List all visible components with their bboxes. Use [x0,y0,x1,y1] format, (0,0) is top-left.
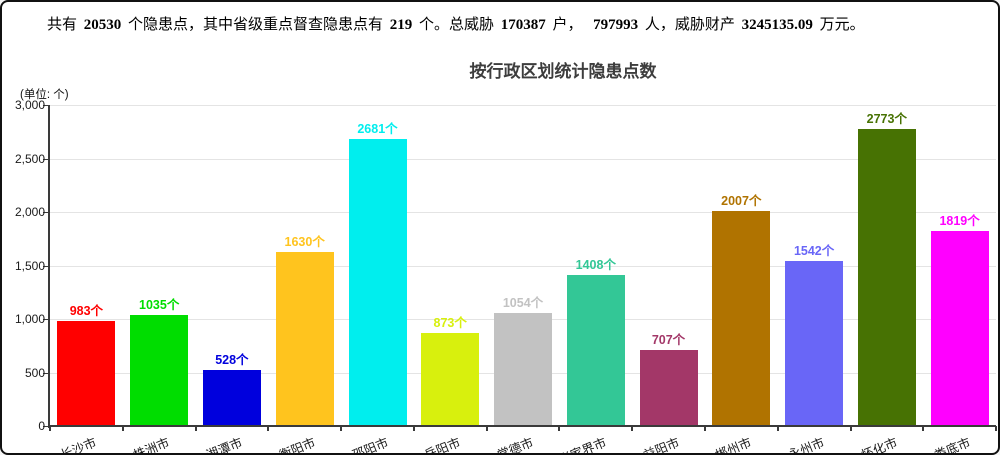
gridline [50,265,996,267]
bar-常德市[interactable] [494,313,552,426]
bar-value-label: 528个 [215,352,249,367]
threatened-people: 797993 [593,17,639,33]
y-axis-line [48,105,50,428]
y-axis-tick [43,426,50,427]
y-axis-tick [43,105,50,106]
bar-value-label: 2007个 [721,194,762,209]
x-axis-label: 张家界市 [556,435,609,455]
chart-title: 按行政区划统计隐患点数 [469,62,657,81]
bar-怀化市[interactable] [857,129,916,426]
y-axis-tick [43,158,50,160]
x-axis-label: 益阳市 [640,435,681,455]
bar-湘潭市[interactable] [202,369,261,426]
y-axis-tick [43,372,50,374]
bar-value-label: 707个 [651,333,686,348]
bar-长沙市[interactable] [57,320,116,426]
x-axis-tick [121,426,124,431]
x-axis-label: 怀化市 [859,435,900,455]
x-axis-tick [267,426,270,431]
x-axis-tick [340,426,343,431]
bar-value-label: 1035个 [139,298,180,313]
bar-value-label: 1542个 [793,244,835,258]
bar-郴州市[interactable] [712,211,771,426]
bar-value-label: 1630个 [284,234,325,249]
y-axis-tick-label: 0 [38,419,45,433]
y-axis-tick-label: 1,500 [14,258,45,273]
y-axis-tick-label: 2,500 [14,151,45,166]
x-axis-tick [485,426,488,431]
summary-text: 共有 20530 个隐患点，其中省级重点督查隐患点有 219 个。总威胁 170… [47,13,983,34]
x-axis-label: 郴州市 [713,435,754,455]
threatened-property: 3245135.09 [741,17,813,33]
x-axis-tick [995,426,997,431]
summary-segment: 共有 [47,17,81,33]
y-axis-tick-label: 2,000 [14,205,45,219]
bar-益阳市[interactable] [639,350,698,426]
bar-永州市[interactable] [785,261,844,426]
x-axis-line [48,425,996,427]
x-axis-tick [703,426,706,431]
bar-邵阳市[interactable] [348,139,407,426]
x-axis-label: 长沙市 [58,435,99,455]
gridline [50,105,996,106]
bar-value-label: 873个 [433,315,467,330]
y-axis-tick-label: 3,000 [14,98,45,112]
y-axis-tick [43,265,50,267]
summary-segment: 万元。 [815,17,865,33]
unit-label: (单位: 个) [20,89,69,101]
x-axis-tick [776,426,779,431]
bar-value-label: 1819个 [939,214,980,229]
x-axis-label: 衡阳市 [277,435,318,455]
bar-value-label: 2773个 [866,112,907,127]
bar-value-label: 983个 [69,303,104,318]
x-axis-label: 邵阳市 [349,435,390,455]
summary-segment: 户， [548,17,591,33]
y-axis-tick-label: 500 [24,365,45,380]
summary-segment: 个。总威胁 [415,17,498,33]
x-axis-tick [922,426,925,431]
x-axis-tick [49,426,51,431]
gridline [50,212,996,213]
gridline [50,158,996,160]
x-axis-label: 岳阳市 [422,435,463,455]
x-axis-tick [849,426,852,431]
y-axis-tick-label: 1,000 [14,312,45,326]
summary-segment: 个隐患点，其中省级重点督查隐患点有 [124,17,387,33]
x-axis-tick [194,426,197,431]
x-axis-label: 湘潭市 [204,435,245,455]
x-axis-label: 娄底市 [932,435,973,455]
bar-娄底市[interactable] [930,231,989,426]
x-axis-tick [558,426,561,431]
x-axis-tick [631,426,634,431]
bar-value-label: 2681个 [357,122,398,137]
total-hazard-count: 20530 [83,17,122,33]
y-axis-tick [43,319,50,320]
bar-株洲市[interactable] [130,315,189,426]
bar-衡阳市[interactable] [275,251,334,426]
summary-segment: 人，威胁财产 [641,17,739,33]
threatened-households: 170387 [500,17,546,33]
x-axis-tick [412,426,415,431]
bar-岳阳市[interactable] [421,332,480,426]
y-axis-tick [43,212,50,213]
provincial-key-count: 219 [389,17,413,33]
bar-value-label: 1054个 [502,296,544,311]
bar-value-label: 1408个 [575,258,616,273]
bar-张家界市[interactable] [566,275,625,426]
